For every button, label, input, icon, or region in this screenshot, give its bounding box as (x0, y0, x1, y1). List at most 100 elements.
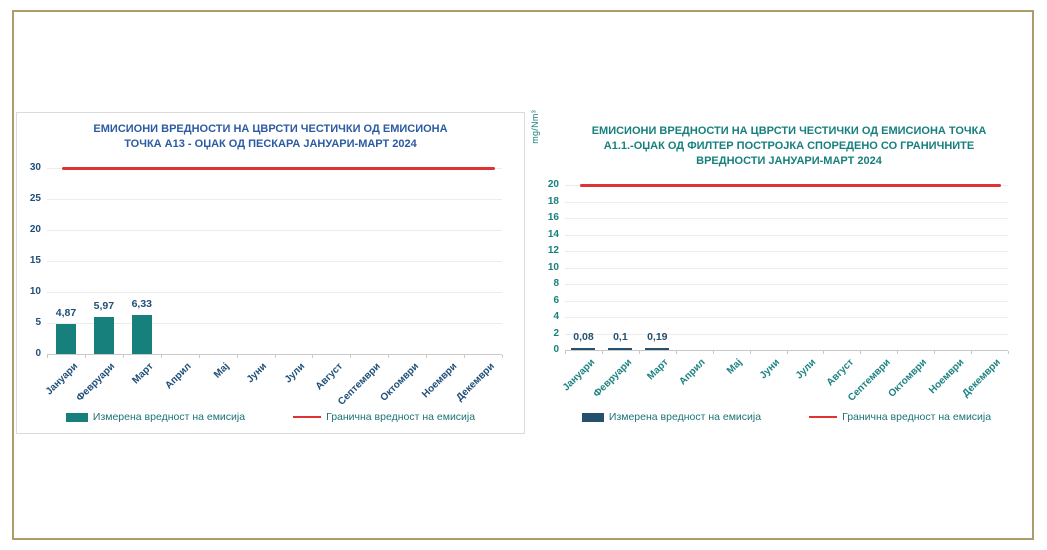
x-axis-label-text: Декември (454, 361, 497, 404)
chart-title-line: ТОЧКА А13 - ОЏАК ОД ПЕСКАРА ЈАНУАРИ-МАРТ… (124, 138, 417, 150)
gridline (565, 234, 1008, 236)
x-axis-tick (160, 355, 162, 358)
chart-title: ЕМИСИОНИ ВРЕДНОСТИ НА ЦВРСТИ ЧЕСТИЧКИ ОД… (27, 122, 514, 152)
x-axis-tick (350, 355, 352, 358)
y-axis-tick-label: 12 (547, 245, 559, 256)
x-axis-label-text: Февруари (591, 357, 635, 400)
bar-Јануари (571, 347, 596, 350)
legend-item-measured: Измерена вредност на емисија (65, 411, 246, 423)
bar-Март (131, 314, 152, 354)
bar-value-label: 6,33 (131, 297, 152, 310)
y-axis-unit-label: mg/Nm³ (530, 110, 540, 144)
x-axis-tick (464, 355, 466, 358)
x-axis-label-text: Јуни (757, 357, 782, 382)
x-axis-tick (786, 351, 788, 354)
chart-peskara-emissions: ЕМИСИОНИ ВРЕДНОСТИ НА ЦВРСТИ ЧЕСТИЧКИ ОД… (16, 112, 525, 434)
chart-filter-postrojka-emissions: mg/Nm³ ЕМИСИОНИ ВРЕДНОСТИ НА ЦВРСТИ ЧЕСТ… (528, 108, 1022, 443)
bar-Февруари (93, 316, 114, 354)
gridline (565, 201, 1008, 203)
x-axis-tick (312, 355, 314, 358)
bar-Март (645, 347, 670, 350)
bar-value-label: 0,08 (573, 330, 594, 343)
limit-value-line (580, 184, 1001, 187)
page-border-frame (12, 10, 1034, 540)
y-axis-tick-label: 25 (29, 193, 41, 204)
y-axis-tick-label: 0 (553, 344, 559, 355)
y-axis-tick-label: 15 (29, 255, 41, 266)
bar-value-label: 0,19 (647, 330, 668, 343)
gridline (565, 284, 1008, 285)
x-axis-label-text: Јули (282, 361, 308, 386)
chart-title-line: ЕМИСИОНИ ВРЕДНОСТИ НА ЦВРСТИ ЧЕСТИЧКИ ОД… (93, 123, 448, 135)
x-axis-tick (934, 351, 936, 354)
x-axis-label-text: Март (130, 361, 156, 387)
x-axis-label-text: Февруари (74, 361, 118, 404)
x-axis-tick (601, 351, 603, 354)
x-axis-label-text: Јуни (245, 361, 270, 386)
x-axis-label-text: Август (313, 361, 346, 393)
legend-item-limit: Гранична вредност на емисија (293, 411, 475, 423)
gridline (47, 261, 502, 262)
x-axis-label-text: Мај (725, 357, 745, 377)
gridline (565, 300, 1008, 302)
measured-series-swatch (65, 412, 88, 422)
gridline (565, 333, 1008, 335)
gridline (565, 317, 1008, 318)
x-axis-tick (502, 355, 503, 358)
bar-Јануари (55, 323, 76, 354)
legend-label: Измерена вредност на емисија (92, 411, 246, 423)
chart-title-line: ВРЕДНОСТИ ЈАНУАРИ-МАРТ 2024 (696, 155, 882, 167)
x-axis-tick (198, 355, 200, 358)
chart-legend: Измерена вредност на емисија Гранична вр… (17, 411, 524, 423)
gridline (565, 218, 1008, 219)
gridline (47, 230, 502, 231)
x-axis-tick (426, 355, 428, 358)
x-axis-label-text: Август (824, 357, 856, 389)
x-axis-label-text: Октомври (886, 357, 930, 400)
x-axis-tick (897, 351, 899, 354)
bar-value-label: 4,87 (55, 306, 77, 319)
x-axis-tick (712, 351, 714, 354)
gridline (565, 267, 1008, 269)
chart-title-line: А1.1.-ОЏАК ОД ФИЛТЕР ПОСТРОЈКА СПОРЕДЕНО… (603, 140, 975, 152)
legend-label: Измерена вредност на емисија (608, 411, 762, 423)
x-axis-label-text: Декември (960, 357, 1004, 400)
x-axis-tick (565, 351, 566, 354)
y-axis-tick-label: 0 (35, 348, 41, 359)
limit-line-swatch (809, 415, 838, 419)
x-axis-tick (749, 351, 751, 354)
gridline (47, 292, 502, 293)
y-axis-tick-label: 20 (29, 224, 41, 235)
x-axis-tick (236, 355, 238, 358)
bar-value-label: 5,97 (93, 299, 115, 312)
x-axis-tick (1008, 351, 1009, 354)
x-axis-tick (47, 355, 48, 358)
x-axis-label-text: Март (645, 357, 672, 383)
x-axis-tick (638, 351, 640, 354)
x-axis-label-text: Јануари (43, 361, 80, 398)
y-axis-tick-label: 2 (553, 327, 559, 339)
chart-title-line: ЕМИСИОНИ ВРЕДНОСТИ НА ЦВРСТИ ЧЕСТИЧКИ ОД… (591, 125, 987, 137)
x-axis-label-text: Октомври (378, 361, 421, 404)
y-axis-tick-label: 18 (547, 195, 559, 207)
measured-series-swatch (581, 412, 604, 422)
x-axis-tick (675, 351, 677, 354)
x-axis-label-text: Мај (211, 361, 232, 381)
y-axis-tick-label: 30 (29, 162, 41, 173)
legend-label: Гранична вредност на емисија (326, 411, 476, 423)
chart-title: ЕМИСИОНИ ВРЕДНОСТИ НА ЦВРСТИ ЧЕСТИЧКИ ОД… (562, 124, 1016, 169)
legend-item-measured: Измерена вредност на емисија (581, 411, 762, 423)
y-axis-tick-label: 6 (553, 294, 559, 306)
gridline (47, 199, 502, 200)
legend-label: Гранична вредност на емисија (842, 411, 992, 423)
x-axis-tick (823, 351, 825, 354)
x-axis-label-text: Јануари (560, 357, 598, 394)
y-axis-tick-label: 5 (35, 317, 41, 328)
y-axis-tick-label: 20 (547, 179, 559, 190)
x-axis-label-text: Април (163, 361, 194, 392)
y-axis-tick-label: 10 (29, 286, 41, 297)
gridline (565, 350, 1008, 351)
x-axis-label-text: Април (677, 357, 708, 388)
x-axis-tick (860, 351, 862, 354)
